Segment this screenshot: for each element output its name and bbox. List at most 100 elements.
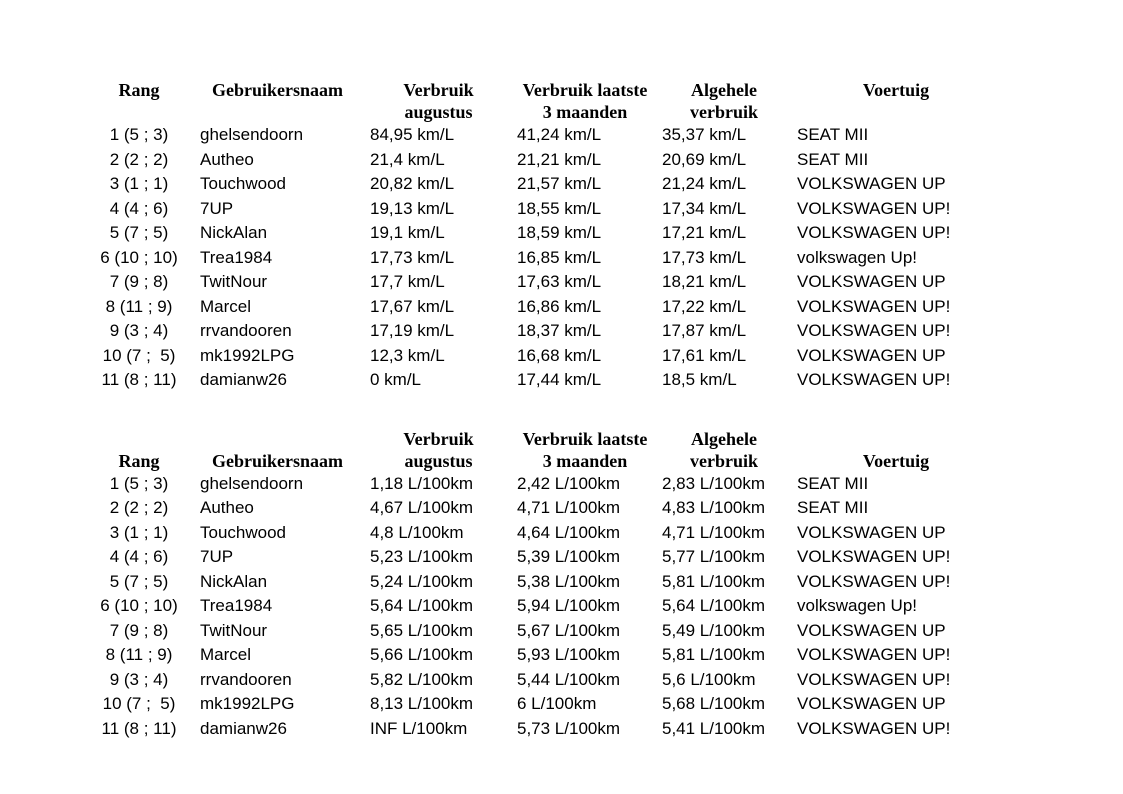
- header-rank-line2: Rang: [118, 450, 160, 471]
- vehicle-cell: VOLKSWAGEN UP: [797, 272, 946, 291]
- username-cell: TwitNour: [200, 272, 268, 291]
- consumption-last3-cell: 5,39 L/100km: [517, 547, 621, 566]
- overall-consumption-cell: 2,83 L/100km: [662, 473, 766, 493]
- username-cell: Marcel: [200, 645, 252, 664]
- consumption-last3-cell: 18,37 km/L: [517, 321, 602, 340]
- table-row: 2 (2 ; 2) Autheo 4,67 L/100km 4,71 L/100km 4…: [88, 496, 1002, 521]
- km-per-liter-table: Rang Gebruikersnaam Verbruik augustus Ve…: [88, 79, 1002, 393]
- vehicle-cell: VOLKSWAGEN UP!: [797, 718, 951, 738]
- table-row: 1 (5 ; 3) ghelsendoorn 84,95 km/L 41,24 km/…: [88, 123, 1002, 148]
- consumption-august-cell: 21,4 km/L: [370, 149, 445, 169]
- consumption-last3-cell: 5,44 L/100km: [517, 669, 621, 689]
- header-username-line2: [190, 101, 365, 123]
- consumption-august-cell: 17,73 km/L: [370, 247, 455, 267]
- header-consumption-august-line2: augustus: [404, 102, 473, 122]
- rank-cell: 6 (10 ; 10): [100, 247, 178, 267]
- overall-consumption-cell: 5,81 L/100km: [662, 645, 766, 664]
- overall-consumption-cell: 17,34 km/L: [662, 198, 747, 218]
- table-row: 10 (7 ; 5) mk1992LPG 8,13 L/100km 6 L/100km…: [88, 692, 1002, 717]
- consumption-last3-cell: 41,24 km/L: [517, 125, 602, 144]
- consumption-last3-cell: 5,38 L/100km: [517, 571, 621, 591]
- consumption-august-cell: 8,13 L/100km: [370, 694, 474, 713]
- header-consumption-last3: Verbruik laatste 3 maanden: [512, 428, 658, 472]
- header-consumption-august-line1: Verbruik: [403, 428, 474, 449]
- consumption-last3-cell: 4,64 L/100km: [517, 522, 621, 542]
- rank-cell: 2 (2 ; 2): [109, 149, 169, 169]
- consumption-august-cell: 5,24 L/100km: [370, 571, 474, 591]
- vehicle-cell: SEAT MII: [797, 498, 869, 517]
- consumption-august-cell: 17,7 km/L: [370, 272, 445, 291]
- overall-consumption-cell: 17,61 km/L: [662, 345, 747, 365]
- overall-consumption-cell: 4,83 L/100km: [662, 498, 766, 517]
- username-cell: 7UP: [200, 198, 234, 218]
- username-cell: TwitNour: [200, 620, 268, 640]
- overall-consumption-cell: 20,69 km/L: [662, 149, 747, 169]
- header-overall-consumption-line2: verbruik: [689, 450, 758, 471]
- header-overall-consumption: Algehele verbruik: [658, 428, 790, 472]
- overall-consumption-cell: 18,5 km/L: [662, 370, 737, 389]
- consumption-last3-cell: 6 L/100km: [517, 694, 597, 713]
- overall-consumption-cell: 17,73 km/L: [662, 247, 747, 267]
- header-consumption-last3-line2: 3 maanden: [542, 102, 628, 122]
- consumption-last3-cell: 16,68 km/L: [517, 345, 602, 365]
- rank-cell: 1 (5 ; 3): [109, 473, 169, 493]
- consumption-last3-cell: 17,44 km/L: [517, 370, 602, 389]
- overall-consumption-cell: 17,21 km/L: [662, 223, 747, 242]
- overall-consumption-cell: 5,77 L/100km: [662, 547, 766, 566]
- username-cell: Trea1984: [200, 596, 273, 615]
- table-body: 1 (5 ; 3) ghelsendoorn 84,95 km/L 41,24 km/…: [88, 123, 1002, 393]
- table-row: 9 (3 ; 4) rrvandooren 17,19 km/L 18,37 km/L…: [88, 319, 1002, 344]
- table-row: 7 (9 ; 8) TwitNour 17,7 km/L 17,63 km/L 18,2…: [88, 270, 1002, 295]
- header-vehicle-line2: [790, 101, 1002, 123]
- consumption-last3-cell: 21,57 km/L: [517, 174, 602, 193]
- header-username-line1: Gebruikersnaam: [211, 80, 343, 100]
- header-vehicle: Voertuig: [790, 79, 1002, 123]
- header-rank-line1: [88, 428, 190, 450]
- consumption-august-cell: 1,18 L/100km: [370, 473, 474, 493]
- table-header: Rang Gebruikersnaam Verbruik augustus Ve…: [88, 428, 1002, 472]
- vehicle-cell: VOLKSWAGEN UP!: [797, 571, 951, 591]
- table-row: 2 (2 ; 2) Autheo 21,4 km/L 21,21 km/L 20,69 …: [88, 148, 1002, 173]
- vehicle-cell: VOLKSWAGEN UP: [797, 345, 946, 365]
- table-row: 8 (11 ; 9) Marcel 5,66 L/100km 5,93 L/100km…: [88, 643, 1002, 668]
- rank-cell: 10 (7 ; 5): [102, 694, 176, 713]
- consumption-last3-cell: 17,63 km/L: [517, 272, 602, 291]
- username-cell: NickAlan: [200, 223, 268, 242]
- overall-consumption-cell: 5,41 L/100km: [662, 718, 766, 738]
- overall-consumption-cell: 5,64 L/100km: [662, 596, 766, 615]
- table-header: Rang Gebruikersnaam Verbruik augustus Ve…: [88, 79, 1002, 123]
- header-overall-consumption-line2: verbruik: [689, 102, 758, 122]
- overall-consumption-cell: 17,87 km/L: [662, 321, 747, 340]
- consumption-august-cell: 84,95 km/L: [370, 125, 455, 144]
- header-consumption-last3-line1: Verbruik laatste: [522, 428, 648, 449]
- table-row: 3 (1 ; 1) Touchwood 20,82 km/L 21,57 km/L 21…: [88, 172, 1002, 197]
- vehicle-cell: VOLKSWAGEN UP: [797, 174, 946, 193]
- consumption-august-cell: 12,3 km/L: [370, 345, 445, 365]
- header-vehicle-line1: [790, 428, 1002, 450]
- consumption-last3-cell: 5,94 L/100km: [517, 596, 621, 615]
- consumption-last3-cell: 16,85 km/L: [517, 247, 602, 267]
- table-row: 1 (5 ; 3) ghelsendoorn 1,18 L/100km 2,42 L/…: [88, 472, 1002, 497]
- header-consumption-august: Verbruik augustus: [365, 428, 512, 472]
- username-cell: damianw26: [200, 718, 287, 738]
- rank-cell: 10 (7 ; 5): [102, 345, 176, 365]
- username-cell: ghelsendoorn: [200, 125, 304, 144]
- username-cell: Autheo: [200, 149, 254, 169]
- consumption-august-cell: 4,67 L/100km: [370, 498, 474, 517]
- overall-consumption-cell: 18,21 km/L: [662, 272, 747, 291]
- rank-cell: 11 (8 ; 11): [101, 718, 177, 738]
- header-rank: Rang: [88, 428, 190, 472]
- username-cell: Autheo: [200, 498, 254, 517]
- vehicle-cell: volkswagen Up!: [797, 596, 918, 615]
- vehicle-cell: VOLKSWAGEN UP: [797, 694, 946, 713]
- rank-cell: 9 (3 ; 4): [109, 669, 169, 689]
- username-cell: NickAlan: [200, 571, 268, 591]
- header-consumption-last3-line2: 3 maanden: [542, 450, 628, 471]
- rank-cell: 1 (5 ; 3): [109, 125, 169, 144]
- overall-consumption-cell: 5,6 L/100km: [662, 669, 756, 689]
- header-rank-line2: [88, 101, 190, 123]
- table-row: 10 (7 ; 5) mk1992LPG 12,3 km/L 16,68 km/L 17…: [88, 344, 1002, 369]
- username-cell: Trea1984: [200, 247, 273, 267]
- vehicle-cell: SEAT MII: [797, 125, 869, 144]
